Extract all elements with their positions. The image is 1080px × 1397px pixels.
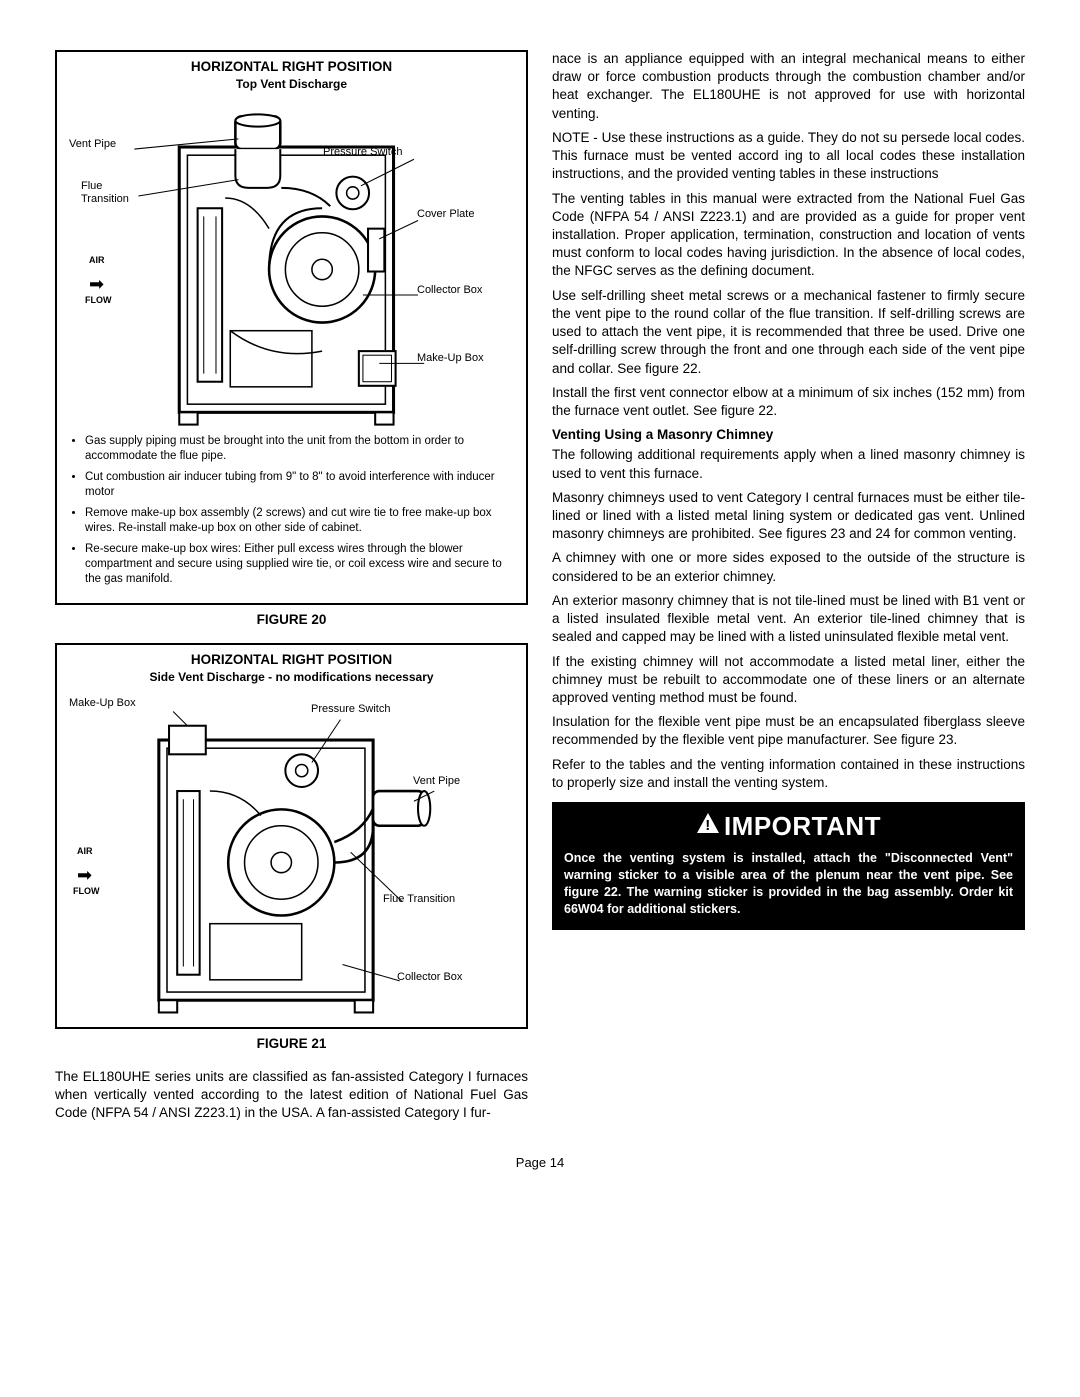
figure-21-diagram: Make-Up Box Pressure Switch Vent Pipe AI… xyxy=(67,689,516,1009)
label-flow: FLOW xyxy=(85,296,112,306)
right-p12: Refer to the tables and the venting info… xyxy=(552,756,1025,792)
label-flow-21: FLOW xyxy=(73,887,100,897)
label-air-21: AIR xyxy=(77,847,93,857)
figure-21-subtitle: Side Vent Discharge - no modifications n… xyxy=(67,669,516,685)
figure-20-subtitle: Top Vent Discharge xyxy=(67,76,516,92)
label-flue-transition: Flue Transition xyxy=(81,180,129,204)
right-p6: The following additional requirements ap… xyxy=(552,446,1025,482)
figure-20-caption: FIGURE 20 xyxy=(55,611,528,629)
important-body: Once the venting system is installed, at… xyxy=(554,850,1023,928)
page-number: Page 14 xyxy=(55,1154,1025,1172)
bullet-item: Gas supply piping must be brought into t… xyxy=(85,434,516,464)
right-p1: nace is an appliance equipped with an in… xyxy=(552,50,1025,123)
arrow-icon: ➡ xyxy=(89,272,104,296)
figure-20-box: HORIZONTAL RIGHT POSITION Top Vent Disch… xyxy=(55,50,528,605)
label-collector-box-21: Collector Box xyxy=(397,971,462,983)
label-vent-pipe-21: Vent Pipe xyxy=(413,775,460,787)
important-header: ! IMPORTANT xyxy=(554,804,1023,850)
label-makeup-box-21: Make-Up Box xyxy=(69,697,136,709)
furnace-svg-20 xyxy=(67,96,516,433)
right-p7: Masonry chimneys used to vent Category I… xyxy=(552,489,1025,544)
label-collector-box: Collector Box xyxy=(417,284,482,296)
figure-20-bullets: Gas supply piping must be brought into t… xyxy=(67,434,516,586)
right-p4: Use self-drilling sheet metal screws or … xyxy=(552,287,1025,378)
label-flue-transition-21: Flue Transition xyxy=(383,893,455,905)
subhead-masonry: Venting Using a Masonry Chimney xyxy=(552,426,1025,444)
label-pressure-switch-21: Pressure Switch xyxy=(311,703,390,715)
bullet-item: Re-secure make-up box wires: Either pull… xyxy=(85,542,516,587)
bullet-item: Cut combustion air inducer tubing from 9… xyxy=(85,470,516,500)
right-p8: A chimney with one or more sides exposed… xyxy=(552,549,1025,585)
label-pressure-switch: Pressure Switch xyxy=(323,146,402,158)
label-makeup-box: Make-Up Box xyxy=(417,352,484,364)
label-air: AIR xyxy=(89,256,105,266)
label-vent-pipe: Vent Pipe xyxy=(69,138,116,150)
left-body-p1: The EL180UHE series units are classified… xyxy=(55,1068,528,1123)
figure-21-caption: FIGURE 21 xyxy=(55,1035,528,1053)
figure-20-title: HORIZONTAL RIGHT POSITION xyxy=(67,58,516,76)
label-cover-plate: Cover Plate xyxy=(417,208,474,220)
right-p11: Insulation for the flexible vent pipe mu… xyxy=(552,713,1025,749)
right-p5: Install the first vent connector elbow a… xyxy=(552,384,1025,420)
warning-icon: ! xyxy=(696,808,720,843)
right-p9: An exterior masonry chimney that is not … xyxy=(552,592,1025,647)
important-box: ! IMPORTANT Once the venting system is i… xyxy=(552,802,1025,930)
furnace-svg-21 xyxy=(67,689,516,1016)
bullet-item: Remove make-up box assembly (2 screws) a… xyxy=(85,506,516,536)
figure-21-title: HORIZONTAL RIGHT POSITION xyxy=(67,651,516,669)
right-p3: The venting tables in this manual were e… xyxy=(552,190,1025,281)
figure-20-diagram: Vent Pipe Flue Transition AIR ➡ FLOW Pre… xyxy=(67,96,516,426)
arrow-icon: ➡ xyxy=(77,863,92,887)
right-column: nace is an appliance equipped with an in… xyxy=(552,50,1025,1128)
important-header-text: IMPORTANT xyxy=(724,811,881,841)
figure-21-box: HORIZONTAL RIGHT POSITION Side Vent Disc… xyxy=(55,643,528,1029)
svg-text:!: ! xyxy=(705,817,711,834)
left-column: HORIZONTAL RIGHT POSITION Top Vent Disch… xyxy=(55,50,528,1128)
right-p2: NOTE - Use these instructions as a guide… xyxy=(552,129,1025,184)
page-columns: HORIZONTAL RIGHT POSITION Top Vent Disch… xyxy=(55,50,1025,1128)
right-p10: If the existing chimney will not accommo… xyxy=(552,653,1025,708)
